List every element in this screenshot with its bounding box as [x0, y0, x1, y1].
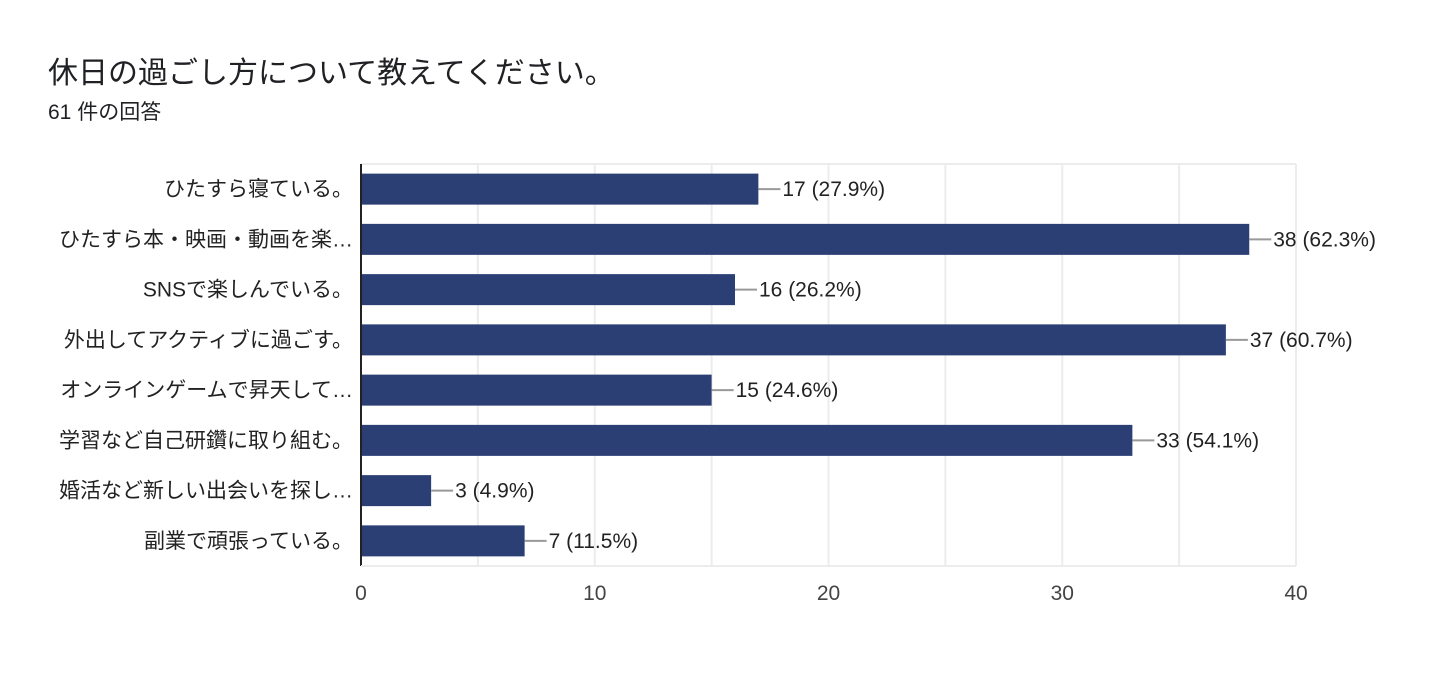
category-label: 副業で頑張っている。	[144, 530, 353, 553]
category-label: オンラインゲームで昇天して…	[60, 379, 353, 402]
x-tick-label: 10	[583, 582, 606, 605]
response-count: 61 件の回答	[48, 101, 162, 124]
bar	[361, 525, 525, 557]
bar	[361, 274, 735, 306]
bar-layer	[361, 173, 1250, 557]
label-layer: ひたすら寝ている。 17 (27.9%) ひたすら本・映画・動画を楽… 38 (62.…	[59, 178, 1376, 553]
bar	[361, 223, 1250, 255]
chart-title: 休日の過ごし方について教えてください。	[48, 57, 615, 90]
bar	[361, 475, 432, 507]
bar	[361, 424, 1133, 456]
value-label: 3 (4.9%)	[455, 480, 534, 503]
category-label: 学習など自己研鑽に取り組む。	[59, 429, 353, 452]
x-tick-label: 20	[817, 582, 840, 605]
value-label: 38 (62.3%)	[1273, 228, 1376, 251]
category-label: ひたすら寝ている。	[164, 178, 353, 201]
bar	[361, 173, 759, 205]
category-label: 外出してアクティブに過ごす。	[64, 329, 353, 352]
x-tick-label: 30	[1051, 582, 1074, 605]
bar	[361, 374, 712, 406]
axis-layer: 0 10 20 30 40	[355, 164, 1308, 605]
category-label: 婚活など新しい出会いを探し…	[59, 480, 353, 503]
category-label: SNSで楽しんでいる。	[143, 279, 353, 302]
value-label: 16 (26.2%)	[759, 279, 862, 302]
x-tick-label: 0	[355, 582, 367, 605]
value-label: 33 (54.1%)	[1156, 429, 1259, 452]
value-label: 17 (27.9%)	[782, 178, 885, 201]
bar	[361, 324, 1226, 356]
x-tick-label: 40	[1284, 582, 1307, 605]
value-label: 37 (60.7%)	[1250, 329, 1353, 352]
category-label: ひたすら本・映画・動画を楽…	[59, 228, 353, 251]
value-label: 7 (11.5%)	[549, 530, 639, 553]
value-label: 15 (24.6%)	[736, 379, 839, 402]
